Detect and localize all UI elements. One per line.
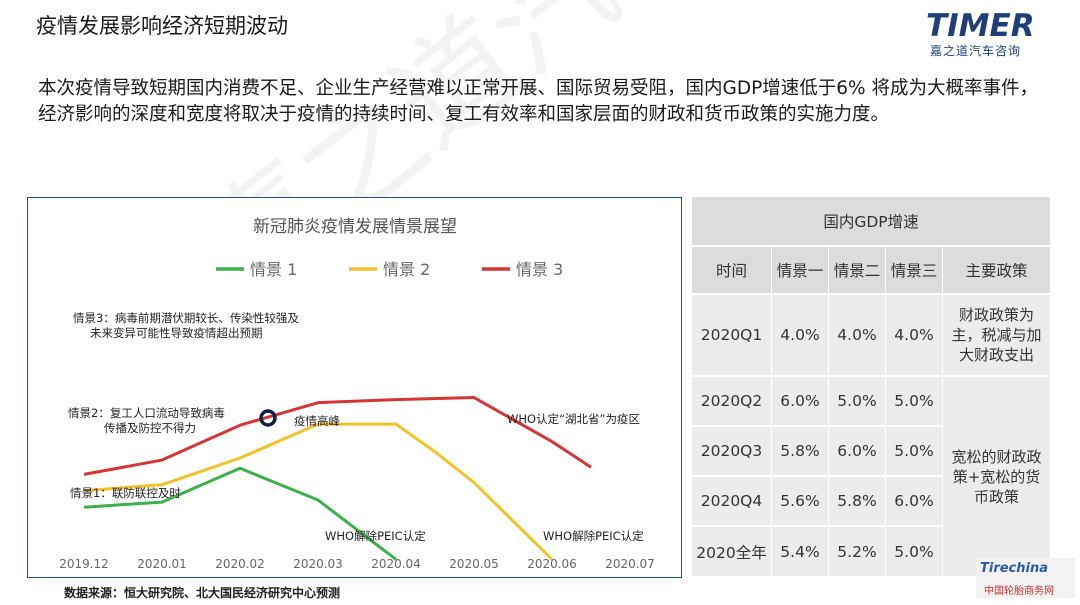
- x-tick-label: 2020.06: [527, 557, 577, 571]
- annotation-peak: 疫情高峰: [294, 414, 340, 428]
- cell-s2: 6.0%: [829, 427, 886, 477]
- cell-time: 2020Q3: [692, 427, 772, 477]
- cell-s3: 5.0%: [886, 427, 943, 477]
- legend-label-2: 情景 2: [383, 260, 430, 279]
- cell-policy-2: 宽松的财政政策+宽松的货币政策: [943, 377, 1051, 578]
- cell-s2: 5.8%: [829, 477, 886, 527]
- cell-time: 2020全年: [692, 527, 772, 578]
- table-row: 2020全年 5.4% 5.2% 5.0%: [692, 527, 1051, 578]
- x-tick-label: 2020.01: [137, 557, 187, 571]
- chart-canvas: 新冠肺炎疫情发展情景展望 情景 1 情景 2 情景 3 2019.12 2020.01…: [59, 217, 655, 571]
- col-header-s3: 情景三: [886, 247, 943, 295]
- annotation-who-hubei: WHO认定“湖北省”为疫区: [507, 412, 640, 426]
- badge-logo-text: Tirechina: [980, 561, 1048, 576]
- cell-s2: 5.0%: [829, 377, 886, 427]
- series-line-3: [83, 396, 592, 476]
- cell-s3: 6.0%: [886, 477, 943, 527]
- cell-time: 2020Q1: [692, 295, 772, 377]
- x-tick-label: 2020.05: [449, 557, 499, 571]
- x-tick-label: 2020.04: [371, 557, 421, 571]
- x-tick-label: 2020.02: [215, 557, 265, 571]
- timer-logo: TIMER 嘉之道汽车咨询: [922, 8, 1054, 58]
- gdp-table: 国内GDP增速 时间 情景一 情景二 情景三 主要政策 2020Q1 4.0% …: [692, 197, 1051, 578]
- table-row: 2020Q2 6.0% 5.0% 5.0% 宽松的财政政策+宽松的货币政策: [692, 377, 1051, 578]
- cell-time: 2020Q2: [692, 377, 772, 427]
- page-title: 疫情发展影响经济短期波动: [36, 14, 288, 38]
- x-tick-label: 2020.03: [293, 557, 343, 571]
- annotation-scenario2-line1: 情景2：复工人口流动导致病毒: [68, 406, 225, 420]
- cell-s1: 5.4%: [772, 527, 829, 578]
- cell-s3: 4.0%: [886, 295, 943, 377]
- legend-label-3: 情景 3: [516, 260, 563, 279]
- chart-annotations: 情景3：病毒前期潜伏期较长、传染性较强及 未来变异可能性导致疫情超出预期 情景2…: [68, 311, 644, 543]
- scenario-chart: 新冠肺炎疫情发展情景展望 情景 1 情景 2 情景 3 2019.12 2020.01…: [27, 197, 682, 578]
- col-header-time: 时间: [692, 247, 772, 295]
- cell-s3: 5.0%: [886, 377, 943, 427]
- tirechina-badge: Tirechina 中国轮胎商务网: [976, 558, 1075, 598]
- series-line-2: [83, 422, 554, 561]
- annotation-scenario3-line1: 情景3：病毒前期潜伏期较长、传染性较强及: [73, 311, 299, 325]
- cell-s2: 5.2%: [829, 527, 886, 578]
- annotation-scenario3-line2: 未来变异可能性导致疫情超出预期: [90, 326, 263, 340]
- peak-marker-icon: [259, 409, 277, 427]
- cell-s1: 4.0%: [772, 295, 829, 377]
- col-header-policy: 主要政策: [943, 247, 1051, 295]
- gdp-table-title: 国内GDP增速: [692, 197, 1051, 247]
- cell-s1: 5.6%: [772, 477, 829, 527]
- x-tick-label: 2020.07: [605, 557, 655, 571]
- annotation-who-end-1: WHO解除PEIC认定: [325, 529, 426, 543]
- legend-label-1: 情景 1: [250, 260, 297, 279]
- chart-legend: 情景 1 情景 2 情景 3: [216, 260, 563, 279]
- body-paragraph: 本次疫情导致短期国内消费不足、企业生产经营难以正常开展、国际贸易受阻，国内GDP…: [38, 78, 1038, 125]
- cell-time: 2020Q4: [692, 477, 772, 527]
- cell-policy-1: 财政政策为主，税减与加大财政支出: [943, 295, 1051, 377]
- cell-s3: 5.0%: [886, 527, 943, 578]
- x-axis-ticks: 2019.12 2020.01 2020.02 2020.03 2020.04 2020.…: [59, 557, 655, 571]
- chart-title: 新冠肺炎疫情发展情景展望: [253, 217, 457, 237]
- table-row: 2020Q1 4.0% 4.0% 4.0% 财政政策为主，税减与加大财政支出: [692, 295, 1051, 377]
- annotation-scenario2-line2: 传播及防控不得力: [104, 421, 196, 435]
- annotation-scenario1: 情景1：联防联控及时: [70, 486, 181, 500]
- cell-s1: 5.8%: [772, 427, 829, 477]
- x-tick-label: 2019.12: [59, 557, 109, 571]
- cell-s1: 6.0%: [772, 377, 829, 427]
- logo-text: TIMER: [926, 8, 1035, 44]
- annotation-who-end-2: WHO解除PEIC认定: [543, 529, 644, 543]
- badge-subtitle: 中国轮胎商务网: [984, 586, 1054, 597]
- logo-subtitle: 嘉之道汽车咨询: [930, 44, 1022, 58]
- col-header-s1: 情景一: [772, 247, 829, 295]
- series-line-1: [83, 466, 397, 561]
- data-source: 数据来源：恒大研究院、北大国民经济研究中心预测: [64, 586, 341, 600]
- table-row: 2020Q4 5.6% 5.8% 6.0%: [692, 477, 1051, 527]
- chart-series: [83, 396, 592, 561]
- cell-s2: 4.0%: [829, 295, 886, 377]
- col-header-s2: 情景二: [829, 247, 886, 295]
- table-row: 2020Q3 5.8% 6.0% 5.0%: [692, 427, 1051, 477]
